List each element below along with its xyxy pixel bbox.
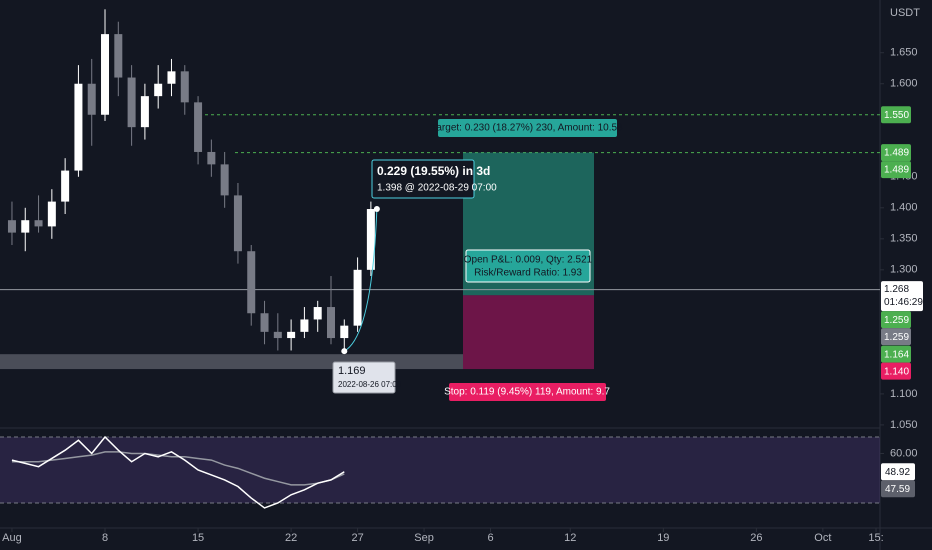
candle-body <box>180 71 189 103</box>
price-badge-label: 1.550 <box>884 110 909 121</box>
current-price-badge <box>881 281 923 312</box>
x-tick-label: 15: <box>868 532 883 544</box>
candle-body <box>7 220 16 233</box>
candle-body <box>21 220 30 233</box>
y-tick-label: 1.350 <box>890 233 918 245</box>
candle-body <box>313 307 322 320</box>
pnl-box <box>465 249 591 283</box>
candle-body <box>140 96 149 128</box>
measure-text: 0.229 (19.55%) in 3d <box>377 164 490 178</box>
rsi-tick-label: 60.00 <box>890 447 918 459</box>
low-date: 2022-08-26 07:00 <box>338 380 402 389</box>
candle-body <box>247 251 256 314</box>
x-tick-label: 15 <box>192 532 204 544</box>
candle-body <box>61 170 70 202</box>
countdown-label: 01:46:29 <box>884 297 923 308</box>
low-label: 1.169 <box>338 365 366 377</box>
stop-zone <box>463 295 594 370</box>
currency: USDT <box>890 7 920 19</box>
price-badge-label: 1.489 <box>884 148 909 159</box>
x-tick-label: 27 <box>351 532 363 544</box>
pnl-text: Open P&L: 0.009, Qty: 2.521 <box>464 255 593 266</box>
candle-body <box>366 209 375 270</box>
rsi-badge <box>881 463 915 481</box>
rsi-badge-label: 48.92 <box>885 467 910 478</box>
rsi-badge-label: 47.59 <box>885 484 910 495</box>
x-tick-label: 22 <box>285 532 297 544</box>
candle-body <box>114 34 123 78</box>
candle-body <box>127 77 136 128</box>
price-badge <box>881 106 911 124</box>
price-badge <box>881 311 911 329</box>
candle-body <box>340 325 349 339</box>
candle-body <box>220 164 229 196</box>
price-badge-label: 1.164 <box>884 349 909 360</box>
stop-text: Stop: 0.119 (9.45%) 119, Amount: 9.7 <box>444 387 610 398</box>
price-badge <box>881 144 911 162</box>
x-tick-label: 19 <box>657 532 669 544</box>
price-badge <box>881 362 911 380</box>
price-badge <box>881 328 911 346</box>
rr-text: Risk/Reward Ratio: 1.93 <box>474 268 582 279</box>
candle-body <box>326 307 335 339</box>
x-tick-label: 12 <box>564 532 576 544</box>
x-tick-label: Aug <box>2 532 22 544</box>
candle-body <box>287 331 296 339</box>
y-tick-label: 1.050 <box>890 419 918 431</box>
candle-body <box>300 319 309 332</box>
x-tick-label: 8 <box>102 532 108 544</box>
candle-body <box>34 220 43 227</box>
rsi-badge <box>881 480 915 498</box>
candle-body <box>47 201 56 227</box>
price-badge-label: 1.259 <box>884 332 909 343</box>
candle-body <box>87 83 96 115</box>
y-tick-label: 1.650 <box>890 47 918 59</box>
candle-body <box>167 71 176 84</box>
measure-box <box>371 159 475 199</box>
measure-point <box>373 206 380 213</box>
price-badge <box>881 345 911 363</box>
candle-body <box>260 313 269 332</box>
target-text: Target: 0.230 (18.27%) 230, Amount: 10.5… <box>431 123 623 134</box>
candle-body <box>273 331 282 339</box>
low-label-box <box>332 361 396 394</box>
price-badge-label: 1.140 <box>884 366 909 377</box>
candle-body <box>353 269 362 326</box>
measure-curve <box>344 209 378 352</box>
rsi-values-line <box>11 435 345 509</box>
target-label-box <box>438 119 617 137</box>
rsi-band <box>0 436 880 504</box>
candle-body <box>194 102 203 152</box>
y-tick-label: 1.400 <box>890 202 918 214</box>
x-tick-label: Oct <box>814 532 831 544</box>
measure-point <box>341 348 348 355</box>
stop-label-box <box>449 383 606 401</box>
candle-body <box>233 195 242 252</box>
x-tick-label: Sep <box>414 532 434 544</box>
current-price-label: 1.268 <box>884 284 909 295</box>
price-badge <box>881 161 911 179</box>
y-tick-label: 1.100 <box>890 388 918 400</box>
candle-body <box>154 83 163 97</box>
y-tick-label: 1.600 <box>890 78 918 90</box>
candle-body <box>207 151 216 165</box>
x-tick-label: 26 <box>750 532 762 544</box>
price-badge-label: 1.489 <box>884 165 909 176</box>
candle-body <box>74 83 83 171</box>
y-tick-label: 1.300 <box>890 264 918 276</box>
candle-body <box>101 34 110 115</box>
price-badge-label: 1.259 <box>884 315 909 326</box>
measure-subtext: 1.398 @ 2022-08-29 07:00 <box>377 183 497 194</box>
x-tick-label: 6 <box>487 532 493 544</box>
